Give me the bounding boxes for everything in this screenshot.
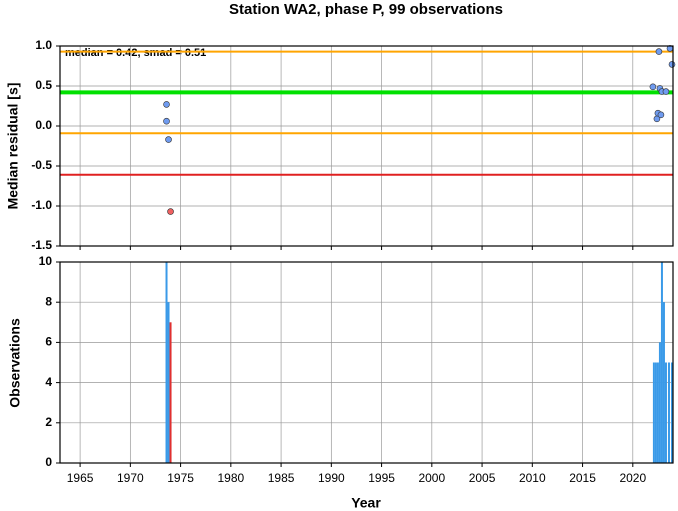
y-tick-label: -1.5 bbox=[31, 238, 52, 252]
y-tick-label: 0.5 bbox=[35, 78, 52, 92]
y-tick-label: 1.0 bbox=[35, 38, 52, 52]
point bbox=[165, 136, 172, 143]
x-tick-label: 1975 bbox=[167, 471, 194, 485]
y-tick-label: 6 bbox=[45, 335, 52, 349]
bar bbox=[664, 362, 667, 463]
y-tick-label: 0 bbox=[45, 455, 52, 469]
point bbox=[649, 83, 657, 91]
x-tick-label: 1965 bbox=[67, 471, 94, 485]
bar bbox=[656, 362, 659, 463]
point bbox=[662, 88, 670, 95]
y-axis-label: Observations bbox=[7, 318, 23, 408]
y-tick-label: 4 bbox=[45, 375, 52, 389]
x-tick-label: 2000 bbox=[418, 471, 445, 485]
y-tick-label: 8 bbox=[45, 294, 52, 308]
bar bbox=[660, 262, 663, 463]
bar bbox=[662, 302, 665, 463]
plot-frame bbox=[59, 45, 674, 247]
point bbox=[668, 61, 676, 68]
bar bbox=[167, 302, 170, 463]
x-tick-label: 1990 bbox=[318, 471, 345, 485]
y-tick-label: 10 bbox=[39, 254, 53, 268]
annotation: median = 0.42, smad = 0.51 bbox=[65, 47, 206, 59]
x-tick-label: 2020 bbox=[619, 471, 646, 485]
x-tick-label: 2010 bbox=[519, 471, 546, 485]
bar bbox=[652, 362, 655, 463]
x-tick-label: 2015 bbox=[569, 471, 596, 485]
bar bbox=[654, 362, 657, 463]
y-tick-label: -0.5 bbox=[31, 158, 52, 172]
bar bbox=[667, 362, 670, 463]
x-axis-label: Year bbox=[351, 495, 381, 511]
x-tick-label: 1985 bbox=[268, 471, 295, 485]
bar bbox=[165, 262, 168, 463]
y-tick-label: 0.0 bbox=[35, 118, 52, 132]
plot-frame bbox=[59, 261, 674, 464]
point bbox=[655, 48, 663, 55]
x-tick-label: 1970 bbox=[117, 471, 144, 485]
x-tick-label: 1980 bbox=[217, 471, 244, 485]
x-tick-label: 1995 bbox=[368, 471, 395, 485]
point bbox=[163, 101, 170, 108]
y-tick-label: 2 bbox=[45, 415, 52, 429]
point bbox=[163, 117, 170, 125]
x-tick-label: 2005 bbox=[469, 471, 496, 485]
point bbox=[657, 111, 665, 119]
bar bbox=[658, 342, 661, 463]
point bbox=[167, 208, 174, 215]
y-axis-label: Median residual [s] bbox=[5, 83, 21, 210]
bar bbox=[670, 362, 673, 463]
y-tick-label: -1.0 bbox=[31, 198, 52, 212]
bar bbox=[169, 322, 172, 463]
chart-title: Station WA2, phase P, 99 observations bbox=[229, 1, 503, 18]
